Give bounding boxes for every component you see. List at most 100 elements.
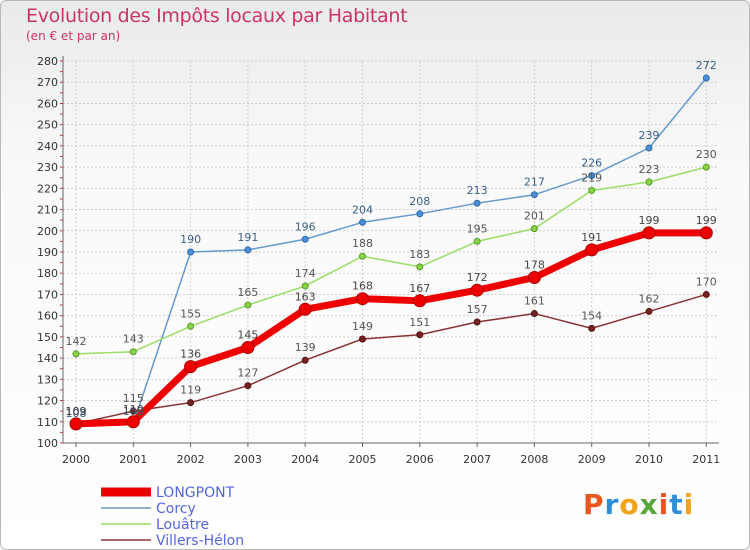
- x-tick-label: 2000: [62, 453, 90, 466]
- data-label: 178: [524, 258, 545, 271]
- data-label: 151: [409, 316, 430, 329]
- data-point: [241, 341, 255, 354]
- data-label: 109: [123, 405, 144, 418]
- y-tick-label: 130: [37, 373, 58, 386]
- data-label: 145: [237, 329, 258, 342]
- x-tick-label: 2005: [349, 453, 377, 466]
- legend-label: Villers-Hélon: [156, 533, 244, 549]
- x-tick-label: 2010: [635, 453, 663, 466]
- y-tick-label: 260: [37, 97, 58, 110]
- data-point: [473, 318, 481, 326]
- grid: [63, 60, 719, 444]
- chart-title: Evolution des Impôts locaux par Habitant: [26, 5, 408, 27]
- y-tick-label: 160: [37, 310, 58, 323]
- data-label: 162: [639, 292, 660, 305]
- legend-label: LONGPONT: [156, 485, 235, 501]
- data-point: [416, 263, 424, 271]
- data-point: [470, 283, 484, 297]
- x-tick-label: 2007: [463, 453, 491, 466]
- y-tick-label: 230: [37, 161, 58, 174]
- data-label: 167: [409, 282, 430, 295]
- x-tick-label: 2008: [520, 453, 548, 466]
- data-point: [244, 301, 252, 309]
- data-point: [530, 310, 538, 318]
- data-point: [187, 248, 195, 256]
- data-point: [69, 417, 83, 431]
- data-label: 230: [696, 148, 717, 161]
- data-point: [301, 282, 309, 290]
- y-tick-label: 150: [37, 331, 58, 344]
- data-point: [413, 294, 427, 308]
- y-tick-label: 180: [37, 267, 58, 280]
- series-lines: [69, 74, 713, 431]
- y-tick-label: 190: [37, 246, 58, 259]
- data-label: 217: [524, 176, 545, 189]
- data-point: [702, 290, 710, 298]
- data-label: 191: [237, 231, 258, 244]
- chart-subtitle: (en € et par an): [26, 29, 121, 43]
- data-point: [699, 226, 713, 240]
- data-label: 143: [123, 333, 144, 346]
- y-tick-label: 140: [37, 352, 58, 365]
- data-label: 136: [180, 348, 201, 361]
- data-point: [244, 382, 252, 390]
- data-label: 119: [180, 384, 201, 397]
- data-point: [702, 163, 710, 171]
- y-tick-label: 200: [37, 225, 58, 238]
- data-label: 213: [467, 184, 488, 197]
- data-point: [588, 186, 596, 194]
- logo-letter: i: [683, 488, 695, 521]
- data-label: 108: [66, 407, 87, 420]
- data-point: [129, 348, 137, 356]
- axes: [60, 56, 719, 447]
- logo-letter: r: [604, 488, 620, 521]
- data-label: 196: [295, 220, 316, 233]
- data-label: 191: [581, 231, 602, 244]
- x-tick-label: 2003: [234, 453, 262, 466]
- data-label: 142: [66, 335, 87, 348]
- series-line-villers-h-lon: [75, 293, 708, 425]
- data-point: [359, 252, 366, 260]
- data-label: 127: [237, 367, 258, 380]
- data-label: 183: [409, 248, 430, 261]
- data-point: [298, 302, 312, 316]
- data-point: [359, 218, 366, 226]
- legend-label: Louâtre: [156, 517, 209, 533]
- x-tick-label: 2002: [177, 453, 205, 466]
- series-line-lou-tre: [75, 166, 708, 355]
- data-point: [588, 172, 596, 180]
- data-label: 109: [66, 405, 87, 418]
- data-point: [527, 270, 541, 284]
- data-label: 201: [524, 210, 545, 223]
- data-label: 239: [639, 129, 660, 142]
- data-label: 219: [581, 171, 602, 184]
- data-point: [416, 210, 424, 218]
- data-point: [473, 237, 481, 245]
- x-axis-ticks: 2000 2001 2002 2003 2004 2005 2006 2007 2008 2009…: [62, 453, 720, 466]
- data-point: [72, 350, 80, 358]
- y-tick-label: 270: [37, 76, 58, 89]
- data-label: 208: [409, 195, 430, 208]
- data-point: [187, 322, 195, 330]
- logo-letter: P: [583, 488, 605, 521]
- data-label: 172: [467, 271, 488, 284]
- data-label: 174: [295, 267, 316, 280]
- data-label: 168: [352, 280, 373, 293]
- y-tick-label: 170: [37, 288, 58, 301]
- logo-letter: t: [669, 488, 684, 521]
- data-label: 163: [295, 290, 316, 303]
- data-point: [645, 307, 653, 315]
- data-label: 161: [524, 295, 545, 308]
- data-point: [126, 415, 140, 429]
- y-tick-label: 220: [37, 182, 58, 195]
- data-point: [301, 356, 309, 364]
- data-point: [585, 243, 599, 257]
- data-point: [645, 178, 653, 186]
- data-point: [530, 225, 538, 233]
- x-tick-label: 2004: [291, 453, 319, 466]
- y-tick-label: 110: [37, 416, 58, 429]
- data-label: 115: [123, 392, 144, 405]
